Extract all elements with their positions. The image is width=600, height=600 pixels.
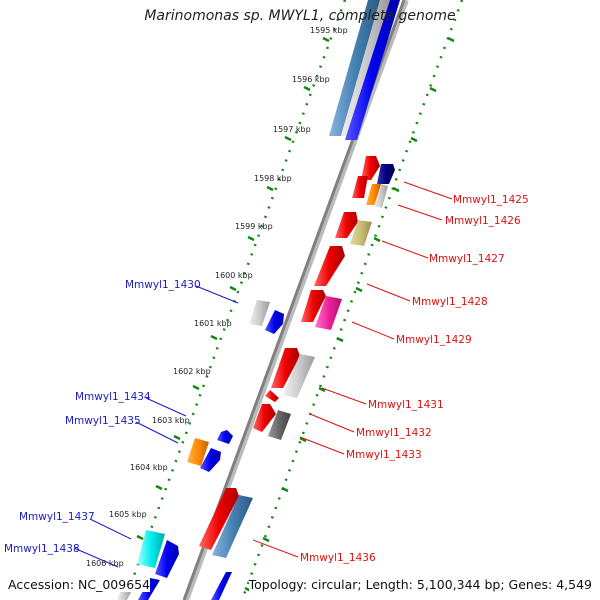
gene-arrow-feature[interactable] [345, 0, 400, 140]
gene-label-1438[interactable]: Mmwyl1_1438 [4, 543, 80, 555]
gene-label-1428[interactable]: Mmwyl1_1428 [412, 296, 488, 308]
gene-arrow-1425b[interactable] [377, 164, 395, 184]
gene-label-1435[interactable]: Mmwyl1_1435 [65, 415, 141, 427]
kbp-label: 1602 kbp [173, 367, 211, 376]
topology-text: Topology: circular; Length: 5,100,344 bp… [248, 577, 592, 592]
gene-arrow-1431[interactable] [283, 354, 315, 398]
gene-arrow-1433[interactable] [268, 410, 291, 440]
gene-arrow-1436a[interactable] [199, 488, 239, 550]
kbp-label: 1606 kbp [86, 559, 124, 568]
kbp-label: 1597 kbp [273, 125, 311, 134]
gene-arrow-1427b[interactable] [350, 220, 372, 246]
gene-arrow-feature[interactable] [117, 590, 131, 600]
gene-arrow-1434[interactable] [217, 430, 233, 444]
gene-arrow-1425[interactable] [361, 156, 380, 180]
gene-arrow-feature[interactable] [211, 572, 232, 600]
kbp-label: 1596 kbp [292, 75, 330, 84]
reverse-leader-lines [252, 181, 453, 558]
gene-arrow-feature[interactable] [341, 0, 390, 136]
gene-arrow-1430a[interactable] [249, 300, 270, 326]
gene-arrow-1433a[interactable] [253, 404, 276, 432]
kbp-label: 1603 kbp [152, 416, 190, 425]
gene-label-1426[interactable]: Mmwyl1_1426 [445, 215, 521, 227]
gene-arrow-1437[interactable] [137, 530, 165, 568]
kbp-label: 1600 kbp [215, 271, 253, 280]
kbp-label: 1598 kbp [254, 174, 292, 183]
gene-arrow-1430[interactable] [265, 310, 284, 334]
map-title: Marinomonas sp. MWYL1, complete genome [144, 8, 456, 24]
kbp-label: 1599 kbp [235, 222, 273, 231]
gene-arrow-1438[interactable] [155, 540, 179, 578]
gene-arrow-1435a[interactable] [187, 438, 209, 466]
gene-arrow-1429a[interactable] [301, 290, 326, 322]
kbp-label: 1595 kbp [310, 26, 348, 35]
accession-text: Accession: NC_009654 [8, 577, 151, 592]
gene-label-1437[interactable]: Mmwyl1_1437 [19, 511, 95, 523]
gene-arrow-1431a[interactable] [271, 348, 300, 388]
kbp-label: 1601 kbp [194, 319, 232, 328]
gene-label-1430[interactable]: Mmwyl1_1430 [125, 279, 201, 291]
gene-arrow-1436[interactable] [212, 495, 253, 558]
gene-label-1431[interactable]: Mmwyl1_1431 [368, 399, 444, 411]
gene-label-1429[interactable]: Mmwyl1_1429 [396, 334, 472, 346]
kbp-label: 1604 kbp [130, 463, 168, 472]
major-tick-marks [136, 36, 455, 593]
gene-arrow-1428[interactable] [314, 246, 345, 286]
gene-label-1427[interactable]: Mmwyl1_1427 [429, 253, 505, 265]
gene-label-1434[interactable]: Mmwyl1_1434 [75, 391, 151, 403]
forward-leader-lines [73, 285, 239, 568]
kbp-label: 1605 kbp [109, 510, 147, 519]
gene-arrow-feature[interactable] [329, 0, 380, 136]
gene-arrow-1427[interactable] [335, 212, 358, 238]
gene-arrow-1426[interactable] [352, 176, 368, 198]
gene-label-1432[interactable]: Mmwyl1_1432 [356, 427, 432, 439]
gene-label-1433[interactable]: Mmwyl1_1433 [346, 449, 422, 461]
gene-arrow-1432[interactable] [265, 390, 279, 402]
gene-label-1425[interactable]: Mmwyl1_1425 [453, 194, 529, 206]
gene-arrow-1429[interactable] [315, 296, 342, 330]
gene-arrow-1426c[interactable] [374, 184, 388, 208]
gene-label-1436[interactable]: Mmwyl1_1436 [300, 552, 376, 564]
gene-arrow-1426b[interactable] [366, 184, 381, 205]
gene-arrow-1435[interactable] [200, 448, 221, 472]
